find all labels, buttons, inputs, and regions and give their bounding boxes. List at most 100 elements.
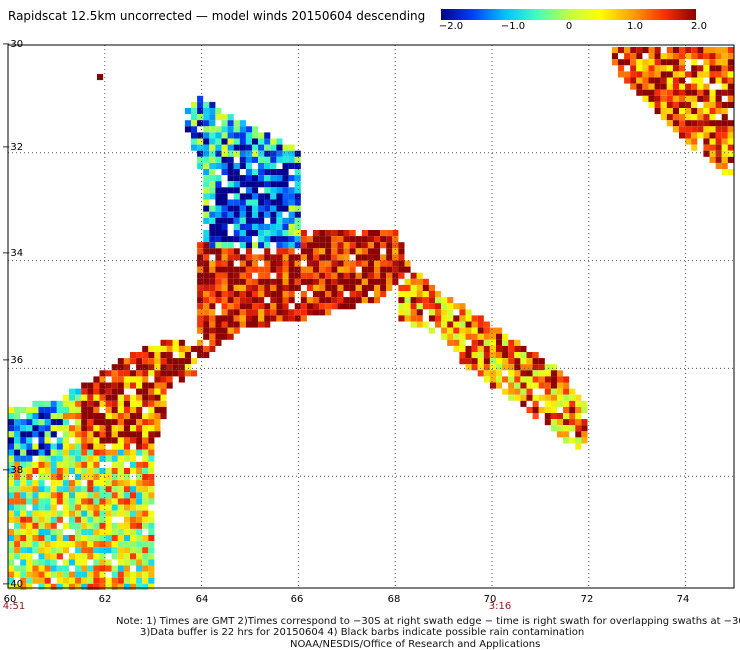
wind-cell (660, 95, 667, 102)
wind-cell (435, 309, 442, 316)
wind-cell (130, 406, 137, 413)
wind-cell (404, 284, 411, 291)
wind-cell (361, 260, 368, 267)
wind-cell (142, 400, 149, 407)
wind-cell (197, 339, 204, 346)
wind-cell (69, 486, 76, 493)
wind-cell (26, 425, 33, 432)
wind-cell (233, 120, 240, 127)
wind-cell (264, 205, 271, 212)
wind-cell (276, 284, 283, 291)
wind-cell (679, 108, 686, 115)
wind-cell (294, 303, 301, 310)
wind-cell (270, 181, 277, 188)
wind-cell (465, 333, 472, 340)
wind-cell (50, 443, 57, 450)
wind-cell (660, 108, 667, 115)
wind-cell (197, 138, 204, 145)
wind-cell (264, 291, 271, 298)
wind-cell (349, 278, 356, 285)
wind-cell (319, 230, 326, 237)
wind-cell (715, 138, 722, 145)
wind-cell (245, 266, 252, 273)
wind-cell (148, 583, 155, 590)
wind-cell (581, 425, 588, 432)
wind-cell (227, 284, 234, 291)
wind-cell (8, 547, 15, 554)
wind-cell (56, 480, 63, 487)
wind-cell (465, 352, 472, 359)
wind-cell (264, 278, 271, 285)
wind-cell (209, 278, 216, 285)
wind-cell (715, 59, 722, 66)
wind-cell (38, 516, 45, 523)
wind-cell (136, 577, 143, 584)
wind-cell (81, 425, 88, 432)
wind-cell (99, 486, 106, 493)
wind-cell (337, 284, 344, 291)
wind-cell (319, 272, 326, 279)
wind-cell (62, 431, 69, 438)
wind-cell (130, 358, 137, 365)
wind-cell (398, 303, 405, 310)
wind-cell (227, 321, 234, 328)
wind-cell (56, 510, 63, 517)
wind-cell (367, 242, 374, 249)
wind-cell (398, 284, 405, 291)
wind-cell (87, 400, 94, 407)
wind-cell (233, 248, 240, 255)
wind-cell (233, 223, 240, 230)
wind-cell (410, 272, 417, 279)
wind-cell (191, 101, 198, 108)
wind-cell (282, 181, 289, 188)
wind-cell (325, 266, 332, 273)
wind-cell (294, 230, 301, 237)
wind-cell (276, 315, 283, 322)
wind-cell (38, 565, 45, 572)
wind-cell (26, 431, 33, 438)
wind-cell (136, 571, 143, 578)
wind-cell (404, 266, 411, 273)
wind-cell (489, 376, 496, 383)
map-title: Rapidscat 12.5km uncorrected — model win… (8, 9, 426, 23)
wind-cell (111, 535, 118, 542)
wind-cell (691, 47, 698, 54)
wind-cell (44, 443, 51, 450)
wind-cell (203, 248, 210, 255)
wind-cell (69, 571, 76, 578)
wind-cell (709, 65, 716, 72)
wind-cell (569, 400, 576, 407)
wind-cell (703, 144, 710, 151)
wind-cell (209, 230, 216, 237)
wind-cell (258, 181, 265, 188)
wind-cell (648, 83, 655, 90)
wind-cell (26, 498, 33, 505)
wind-cell (56, 406, 63, 413)
wind-cell (184, 108, 191, 115)
wind-cell (374, 260, 381, 267)
wind-cell (660, 77, 667, 84)
wind-cell (374, 236, 381, 243)
wind-cell (154, 388, 161, 395)
wind-cell (252, 193, 259, 200)
wind-cell (32, 480, 39, 487)
wind-cell (130, 516, 137, 523)
wind-cell (380, 236, 387, 243)
wind-cell (38, 547, 45, 554)
wind-cell (154, 400, 161, 407)
wind-cell (148, 370, 155, 377)
wind-cell (691, 53, 698, 60)
wind-cell (32, 449, 39, 456)
wind-cell (62, 394, 69, 401)
wind-cell (313, 309, 320, 316)
wind-cell (550, 406, 557, 413)
wind-cell (93, 571, 100, 578)
wind-cell (93, 455, 100, 462)
wind-cell (355, 254, 362, 261)
wind-cell (648, 101, 655, 108)
wind-cell (471, 327, 478, 334)
wind-cell (227, 309, 234, 316)
wind-cell (8, 504, 15, 511)
wind-cell (435, 297, 442, 304)
wind-cell (715, 162, 722, 169)
